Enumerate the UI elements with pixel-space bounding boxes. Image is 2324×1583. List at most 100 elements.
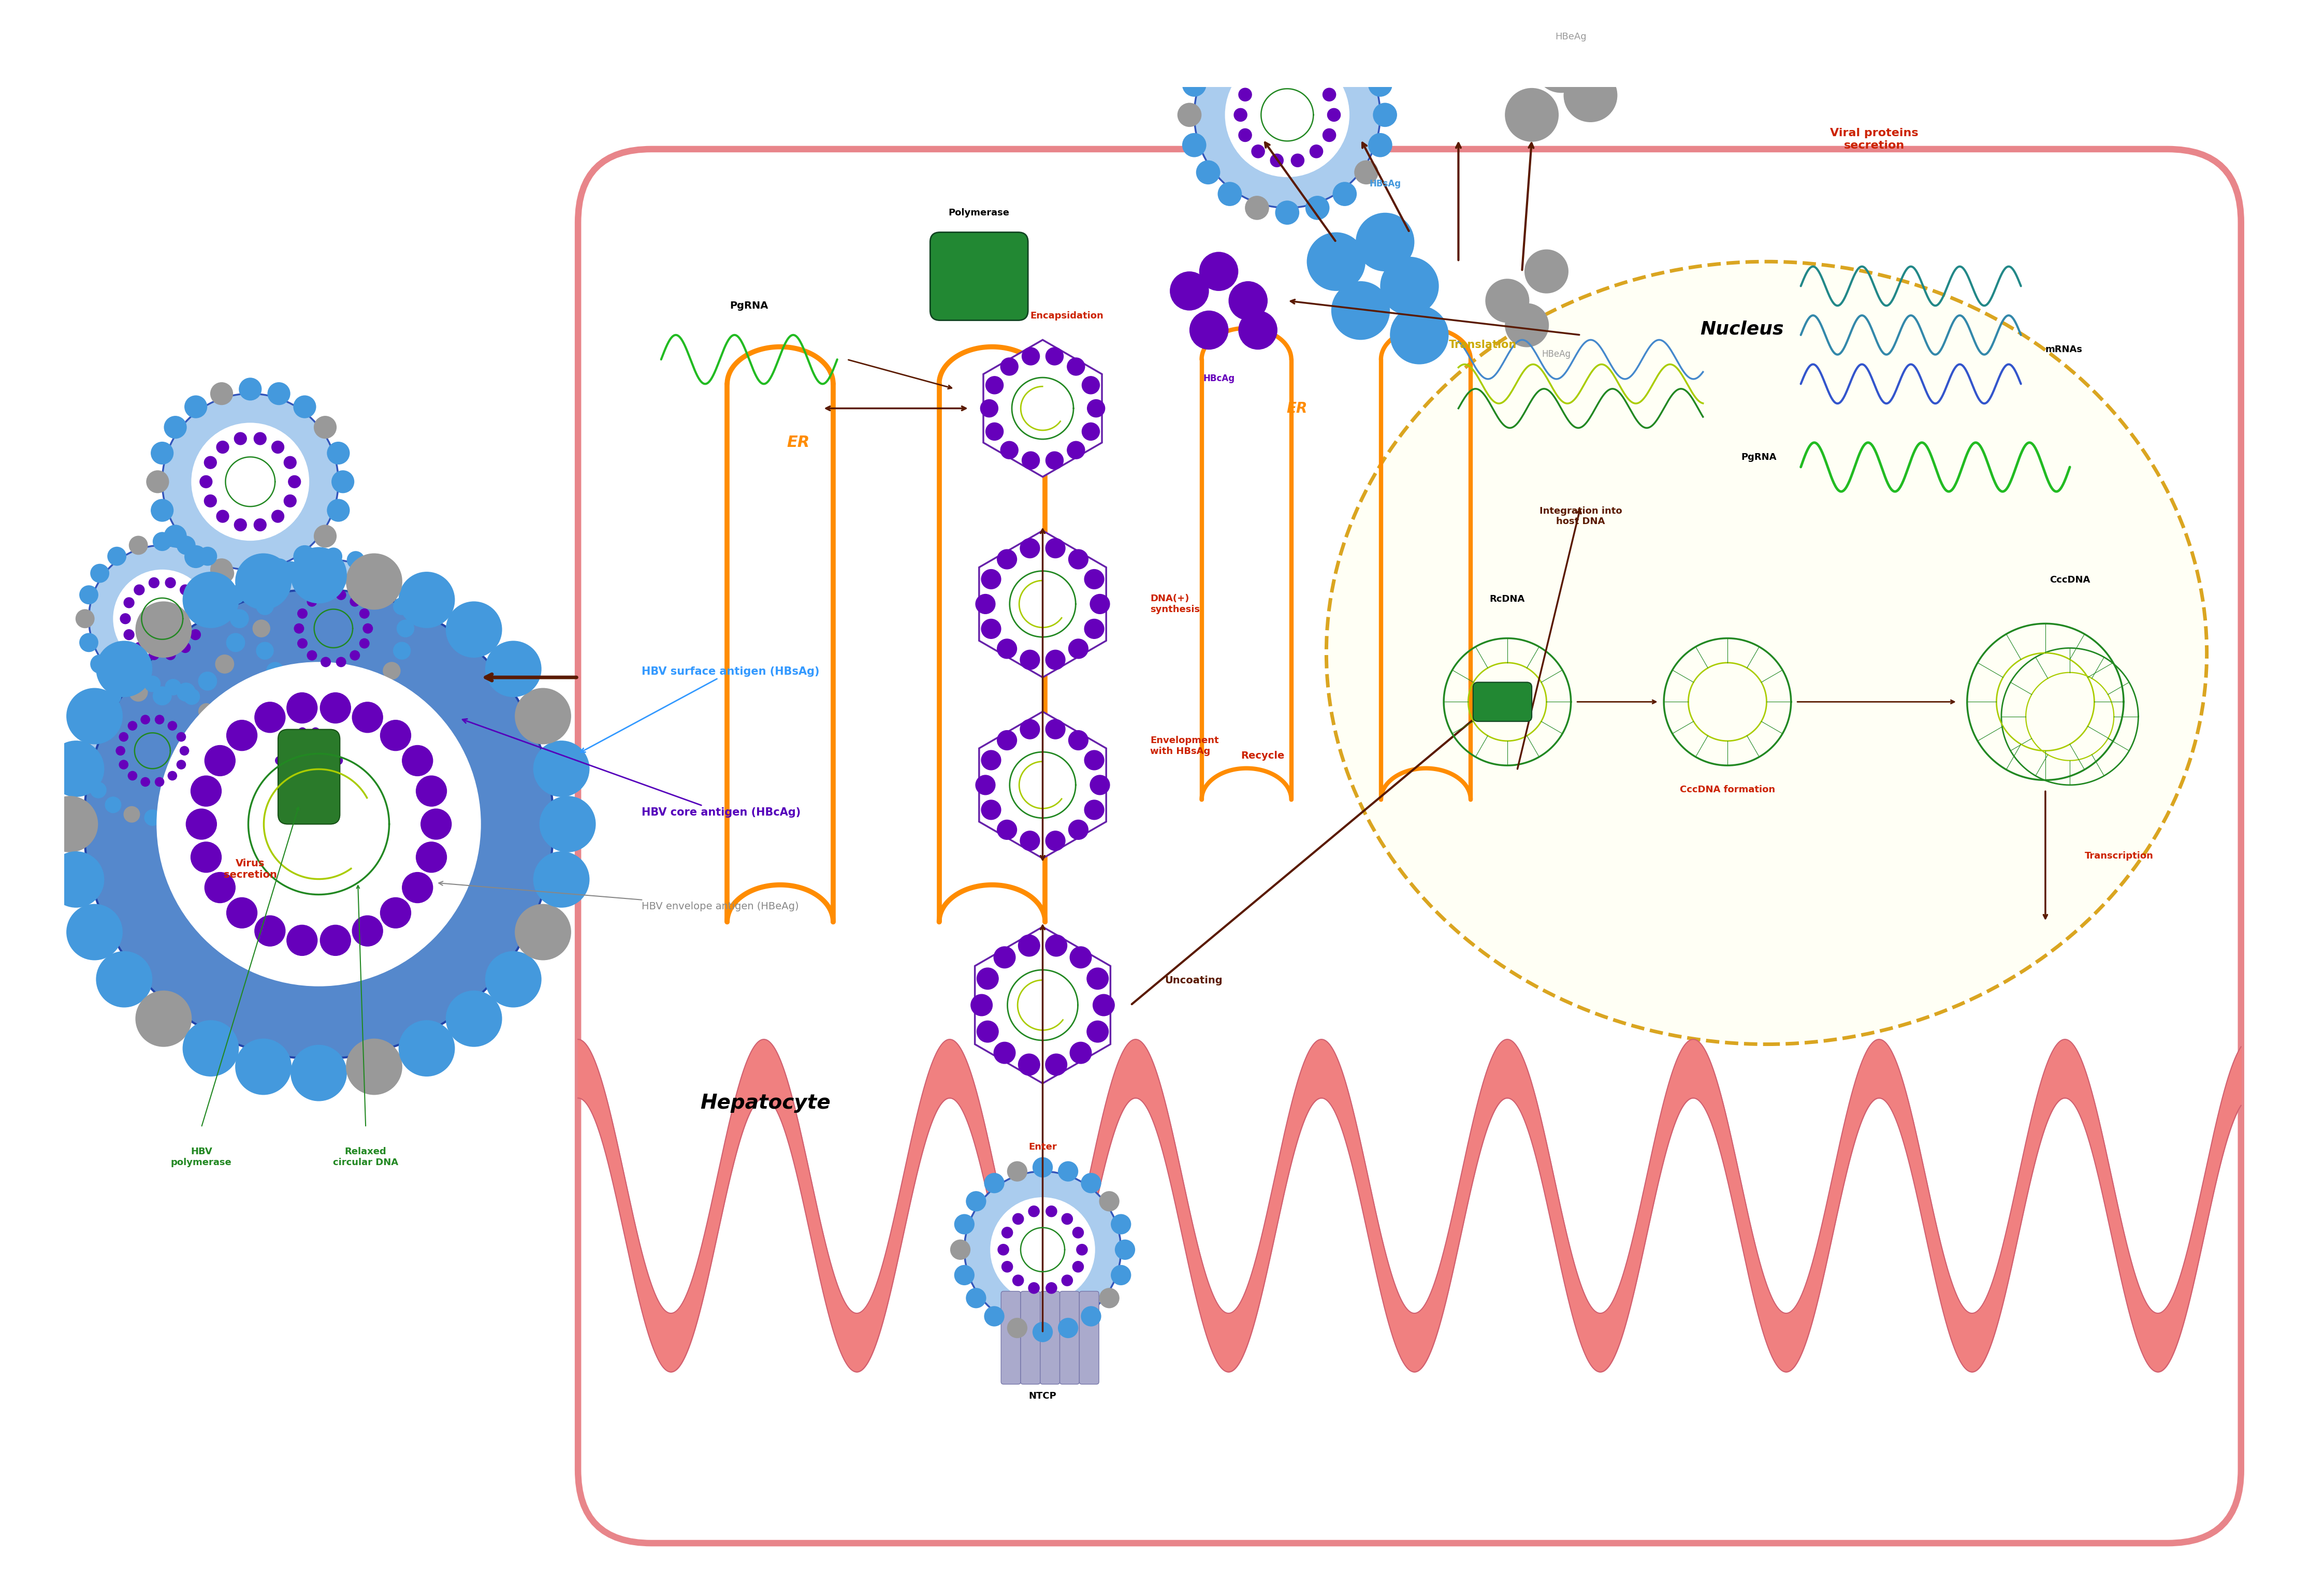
Circle shape (307, 651, 316, 660)
Text: ER: ER (786, 435, 809, 450)
Circle shape (191, 423, 309, 541)
Circle shape (191, 776, 221, 806)
Circle shape (198, 782, 214, 798)
FancyArrowPatch shape (1362, 142, 1408, 231)
Circle shape (1355, 212, 1415, 271)
Circle shape (105, 796, 121, 814)
Circle shape (1085, 570, 1104, 589)
Circle shape (1369, 133, 1392, 157)
Circle shape (1046, 1054, 1067, 1075)
Circle shape (242, 735, 258, 749)
Text: HBV core antigen (HBcAg): HBV core antigen (HBcAg) (462, 719, 802, 817)
Circle shape (1253, 71, 1264, 85)
Circle shape (142, 716, 149, 723)
Circle shape (1190, 310, 1229, 350)
FancyArrowPatch shape (1041, 529, 1046, 860)
Circle shape (381, 898, 411, 928)
Polygon shape (978, 712, 1106, 858)
FancyBboxPatch shape (1078, 1292, 1099, 1384)
Circle shape (1111, 1214, 1132, 1235)
Circle shape (177, 733, 186, 741)
Circle shape (267, 382, 290, 405)
Circle shape (179, 584, 191, 595)
Circle shape (279, 744, 286, 752)
Circle shape (1373, 103, 1397, 127)
Circle shape (1046, 651, 1064, 670)
Circle shape (146, 470, 170, 494)
Circle shape (1311, 146, 1322, 158)
FancyBboxPatch shape (1020, 1292, 1041, 1384)
Circle shape (981, 570, 1002, 589)
Circle shape (116, 746, 125, 755)
Circle shape (91, 782, 107, 798)
Circle shape (981, 799, 1002, 820)
Circle shape (191, 842, 221, 872)
Circle shape (1369, 73, 1392, 97)
Text: Transcription: Transcription (2085, 852, 2154, 861)
Circle shape (1020, 831, 1039, 850)
Circle shape (1067, 358, 1085, 375)
Circle shape (1111, 1265, 1132, 1285)
Circle shape (302, 689, 321, 706)
Circle shape (332, 744, 339, 752)
Circle shape (284, 495, 295, 507)
Circle shape (165, 806, 181, 823)
Circle shape (123, 630, 135, 640)
Text: Uncoating: Uncoating (1164, 975, 1222, 986)
Circle shape (1183, 73, 1206, 97)
Circle shape (272, 442, 284, 453)
FancyBboxPatch shape (1002, 1292, 1020, 1384)
Circle shape (153, 532, 172, 551)
Circle shape (281, 562, 300, 579)
Circle shape (402, 872, 432, 902)
Circle shape (67, 904, 123, 961)
Circle shape (216, 442, 228, 453)
Circle shape (107, 671, 125, 690)
Circle shape (516, 689, 572, 744)
Circle shape (367, 678, 386, 695)
Circle shape (1002, 1262, 1013, 1273)
Circle shape (216, 510, 228, 522)
Circle shape (128, 771, 137, 780)
Circle shape (74, 609, 95, 628)
Circle shape (1327, 108, 1341, 122)
Circle shape (1067, 442, 1085, 459)
Circle shape (1085, 619, 1104, 638)
Circle shape (1069, 947, 1092, 969)
Circle shape (253, 432, 267, 445)
Circle shape (228, 720, 258, 750)
FancyArrowPatch shape (1518, 510, 1580, 769)
Circle shape (135, 991, 193, 1046)
Circle shape (1085, 750, 1104, 769)
Circle shape (123, 679, 139, 695)
Circle shape (144, 809, 160, 826)
Circle shape (95, 641, 153, 697)
Circle shape (128, 682, 149, 701)
Circle shape (383, 578, 400, 595)
Circle shape (225, 586, 244, 605)
Text: mRNAs: mRNAs (2045, 345, 2082, 355)
Circle shape (235, 519, 246, 530)
Text: Viral proteins
secretion: Viral proteins secretion (1829, 128, 1917, 150)
Circle shape (1046, 1206, 1057, 1217)
Text: Polymerase: Polymerase (948, 209, 1009, 217)
Circle shape (1332, 24, 1357, 47)
Circle shape (311, 728, 321, 736)
Circle shape (1074, 1227, 1083, 1238)
Circle shape (1355, 46, 1378, 70)
Circle shape (1225, 52, 1350, 177)
Circle shape (1046, 719, 1064, 739)
Circle shape (81, 763, 98, 780)
Circle shape (77, 742, 93, 758)
FancyArrowPatch shape (1522, 142, 1534, 271)
Circle shape (1090, 776, 1109, 795)
Circle shape (967, 1289, 985, 1308)
Circle shape (1116, 1239, 1134, 1260)
Polygon shape (974, 926, 1111, 1083)
Circle shape (135, 643, 144, 652)
Circle shape (486, 641, 541, 697)
Circle shape (1169, 271, 1208, 310)
Circle shape (228, 898, 258, 928)
Circle shape (297, 609, 307, 619)
Circle shape (976, 776, 995, 795)
